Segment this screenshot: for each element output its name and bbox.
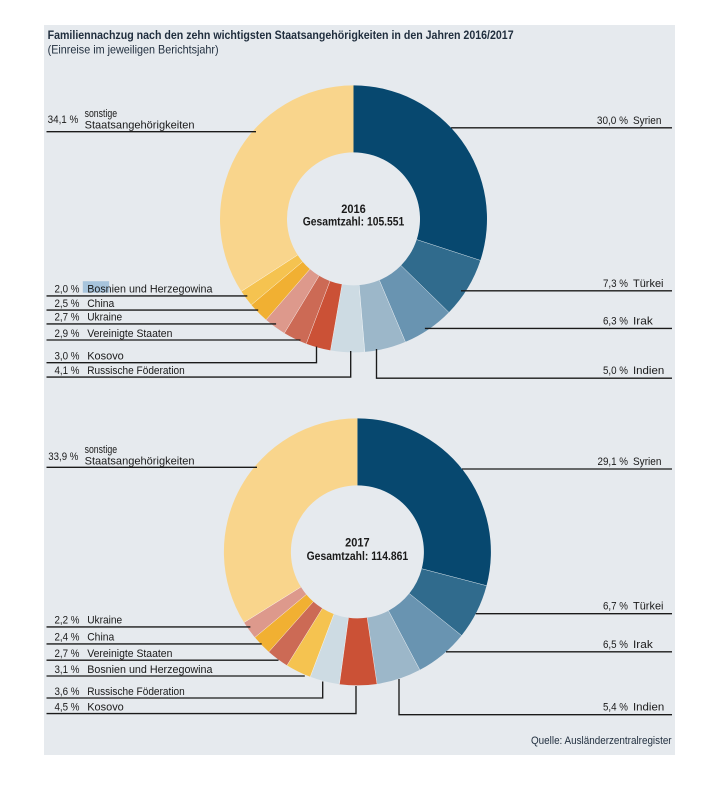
svg-text:4,5 %: 4,5 % [55,701,80,713]
svg-text:Türkei: Türkei [633,601,664,613]
svg-text:3,6 %: 3,6 % [55,686,80,698]
svg-text:Staatsangehörigkeiten: Staatsangehörigkeiten [85,455,195,467]
svg-text:China: China [87,298,115,310]
svg-text:33,9 %: 33,9 % [48,451,78,463]
svg-text:Gesamtzahl: 114.861: Gesamtzahl: 114.861 [307,549,409,563]
svg-text:2,7 %: 2,7 % [55,312,80,324]
svg-text:2,0 %: 2,0 % [55,284,80,296]
svg-text:7,3 %: 7,3 % [603,278,628,290]
svg-text:Ukraine: Ukraine [87,312,122,324]
svg-text:Russische Föderation: Russische Föderation [87,686,185,698]
svg-text:2,9 %: 2,9 % [55,328,80,340]
svg-text:29,1 %: 29,1 % [598,456,629,468]
svg-text:Vereinigte Staaten: Vereinigte Staaten [87,648,172,660]
svg-text:3,0 %: 3,0 % [55,351,80,363]
svg-text:Irak: Irak [633,639,653,651]
svg-text:Türkei: Türkei [633,278,664,290]
svg-text:5,4 %: 5,4 % [603,702,628,714]
svg-text:2,7 %: 2,7 % [55,648,80,660]
svg-text:2,5 %: 2,5 % [55,298,80,310]
svg-text:2,4 %: 2,4 % [55,632,80,644]
svg-text:3,1 %: 3,1 % [55,664,80,676]
svg-text:Gesamtzahl: 105.551: Gesamtzahl: 105.551 [303,215,405,229]
svg-text:Staatsangehörigkeiten: Staatsangehörigkeiten [85,119,195,131]
svg-text:Kosovo: Kosovo [87,351,124,363]
svg-text:2017: 2017 [345,536,370,550]
svg-text:Familiennachzug nach den zehn: Familiennachzug nach den zehn wichtigste… [48,28,514,42]
svg-text:Syrien: Syrien [633,456,661,468]
svg-text:6,3 %: 6,3 % [603,315,628,327]
svg-text:sonstige: sonstige [85,108,118,120]
svg-text:Syrien: Syrien [633,115,661,127]
svg-text:6,7 %: 6,7 % [603,601,628,613]
svg-text:Indien: Indien [633,365,664,377]
svg-text:Quelle: Ausländerzentralregist: Quelle: Ausländerzentralregister [531,735,672,747]
svg-text:4,1 %: 4,1 % [55,365,80,377]
svg-text:6,5 %: 6,5 % [603,639,628,651]
svg-text:Bosnien und Herzegowina: Bosnien und Herzegowina [87,284,213,296]
svg-text:Kosovo: Kosovo [87,701,124,713]
svg-text:sonstige: sonstige [85,444,118,456]
svg-text:China: China [87,632,115,644]
svg-text:34,1 %: 34,1 % [48,114,79,126]
svg-text:Bosnien und Herzegowina: Bosnien und Herzegowina [87,664,213,676]
svg-text:Ukraine: Ukraine [87,615,122,627]
svg-text:2016: 2016 [341,202,366,216]
svg-text:30,0 %: 30,0 % [597,115,628,127]
svg-text:Russische Föderation: Russische Föderation [87,365,185,377]
svg-text:Irak: Irak [633,315,653,327]
svg-text:Vereinigte Staaten: Vereinigte Staaten [87,328,172,340]
svg-text:5,0 %: 5,0 % [603,365,628,377]
svg-text:(Einreise im jeweiligen Berich: (Einreise im jeweiligen Berichtsjahr) [48,43,219,57]
svg-text:Indien: Indien [633,702,664,714]
svg-text:2,2 %: 2,2 % [55,615,80,627]
